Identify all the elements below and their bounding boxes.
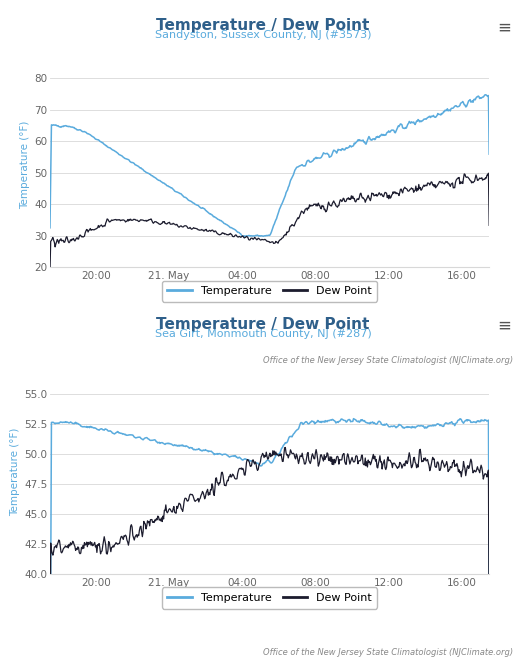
Text: Office of the New Jersey State Climatologist (NJClimate.org): Office of the New Jersey State Climatolo… (262, 647, 513, 657)
Y-axis label: Temperature (°F): Temperature (°F) (20, 121, 30, 209)
Text: Temperature / Dew Point: Temperature / Dew Point (156, 317, 370, 332)
Text: Sandyston, Sussex County, NJ (#3573): Sandyston, Sussex County, NJ (#3573) (155, 30, 371, 40)
Legend: Temperature, Dew Point: Temperature, Dew Point (162, 280, 377, 302)
Y-axis label: Temperature (°F): Temperature (°F) (10, 428, 20, 516)
Legend: Temperature, Dew Point: Temperature, Dew Point (162, 587, 377, 609)
Text: Temperature / Dew Point: Temperature / Dew Point (156, 18, 370, 34)
Text: Office of the New Jersey State Climatologist (NJClimate.org): Office of the New Jersey State Climatolo… (262, 356, 513, 366)
Text: ≡: ≡ (498, 18, 511, 36)
Text: Sea Girt, Monmouth County, NJ (#287): Sea Girt, Monmouth County, NJ (#287) (155, 329, 371, 339)
Text: ≡: ≡ (498, 317, 511, 335)
